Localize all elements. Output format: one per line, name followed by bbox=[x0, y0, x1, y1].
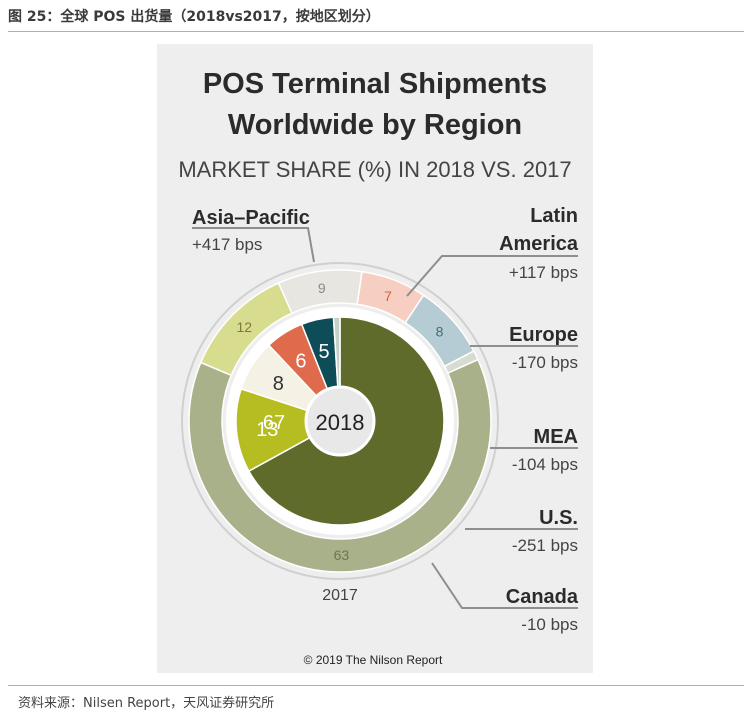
source-note: 资料来源：Nilsen Report，天风证券研究所 bbox=[18, 696, 275, 711]
region-name-1: Latin bbox=[530, 205, 578, 227]
region-name-0: Asia–Pacific bbox=[192, 207, 310, 229]
callout-line-1 bbox=[406, 255, 578, 297]
chart-title: POS Terminal Shipments bbox=[203, 68, 547, 100]
center-year-label: 2018 bbox=[316, 410, 365, 435]
callout-line-5 bbox=[431, 562, 578, 609]
outer-year-bg bbox=[314, 583, 366, 603]
region-change-3: -104 bps bbox=[512, 455, 578, 474]
slice-2017-5 bbox=[443, 350, 479, 374]
region-change-0: +417 bps bbox=[192, 235, 262, 254]
region-name-1: America bbox=[499, 233, 579, 255]
region-name-3: MEA bbox=[534, 426, 578, 448]
value-2017-1: 12 bbox=[236, 319, 252, 335]
callout-line-0 bbox=[192, 227, 315, 263]
chart-subtitle: MARKET SHARE (%) IN 2018 VS. 2017 bbox=[178, 157, 571, 182]
chart-title-line2: Worldwide by Region bbox=[228, 109, 522, 141]
copyright: © 2019 The Nilson Report bbox=[304, 653, 443, 667]
region-change-4: -251 bps bbox=[512, 536, 578, 555]
region-change-2: -170 bps bbox=[512, 353, 578, 372]
center-hub bbox=[304, 385, 376, 457]
top-divider bbox=[8, 31, 744, 32]
region-name-2: Europe bbox=[509, 324, 578, 346]
outer-year-label: 2017 bbox=[322, 587, 358, 604]
value-2018-0: 67 bbox=[263, 412, 285, 434]
slice-2017-0 bbox=[188, 358, 492, 573]
region-change-1: +117 bps bbox=[509, 263, 578, 282]
region-name-5: Canada bbox=[506, 586, 579, 608]
value-2018-3: 6 bbox=[295, 350, 306, 372]
value-2017-4: 8 bbox=[436, 323, 444, 339]
value-2017-3: 7 bbox=[384, 288, 392, 304]
region-change-5: -10 bps bbox=[521, 615, 578, 634]
value-2018-2: 8 bbox=[273, 373, 284, 395]
value-2018-1: 13 bbox=[256, 419, 278, 441]
region-name-4: U.S. bbox=[539, 507, 578, 529]
bottom-divider bbox=[8, 685, 744, 686]
outer-ring-outline bbox=[181, 262, 499, 580]
value-2018-4: 5 bbox=[319, 341, 330, 363]
value-2017-0: 63 bbox=[334, 547, 350, 563]
value-2017-2: 9 bbox=[318, 280, 326, 296]
figure-caption: 图 25：全球 POS 出货量（2018vs2017，按地区划分） bbox=[8, 9, 380, 25]
slice-2018-1 bbox=[235, 387, 342, 473]
